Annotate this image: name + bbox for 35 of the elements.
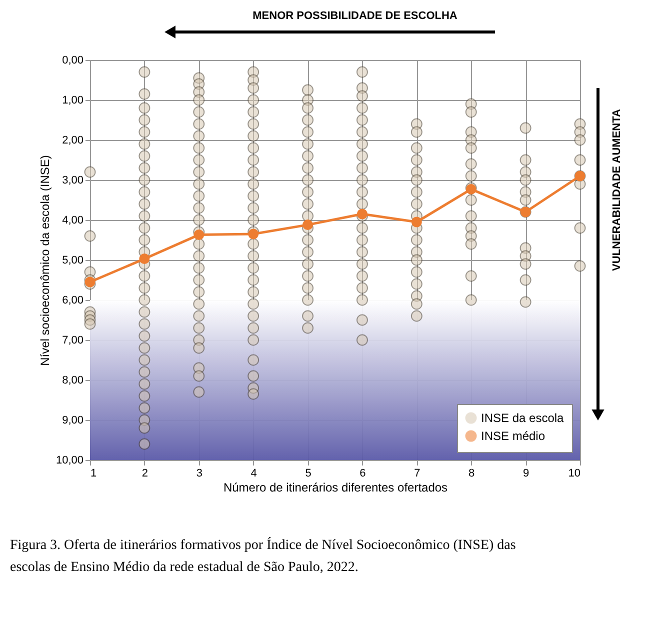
x-tick-label: 5 xyxy=(305,468,312,480)
y-tick-label: 2,00 xyxy=(62,134,84,146)
x-tick-label: 1 xyxy=(90,468,97,480)
point xyxy=(194,230,204,240)
y-tick-label: 1,00 xyxy=(62,94,84,106)
point xyxy=(139,254,150,264)
y-axis-title: Nível socioeconômico da escola (INSE) xyxy=(38,155,52,366)
y-tick-label: 6,00 xyxy=(62,294,84,306)
point xyxy=(356,208,368,220)
point xyxy=(302,220,314,230)
text: VULNERABILIDADE AUMENTA xyxy=(611,108,623,271)
y-tick-label: 8,00 xyxy=(62,374,84,386)
text: MENOR POSSIBILIDADE DE ESCOLHA xyxy=(252,10,458,22)
x-tick-label: 10 xyxy=(568,468,580,480)
x-tick-label: 2 xyxy=(142,468,148,480)
y-tick-label: 5,00 xyxy=(62,254,84,266)
y-tick-label: 9,00 xyxy=(62,414,84,426)
x-axis-title: Número de itinerários diferentes ofertados xyxy=(223,480,448,494)
x-tick-label: 7 xyxy=(414,468,420,480)
x-tick-label: 8 xyxy=(468,468,475,480)
x-tick-label: 6 xyxy=(360,468,366,480)
y-tick-label: 4,00 xyxy=(62,214,84,226)
x-tick-label: 9 xyxy=(522,468,530,480)
y-tick-label: 10,00 xyxy=(56,454,84,466)
y-tick-label: 0,00 xyxy=(62,54,84,66)
text: Figura 3. Oferta de itinerários formativos por Índice de Nível Socioeconômico (INSE) das escolas de Ensino Médio da rede estadual de São Paulo, 2022. xyxy=(10,536,516,575)
x-tick-label: 4 xyxy=(250,468,257,480)
point xyxy=(411,216,422,228)
point xyxy=(248,228,259,240)
y-tick-label: 7,00 xyxy=(62,334,84,346)
point xyxy=(84,276,96,288)
legend-label: INSE da escola xyxy=(481,411,564,425)
x-tick-label: 3 xyxy=(196,468,202,480)
legend-label: INSE médio xyxy=(481,429,546,443)
y-tick-label: 3,00 xyxy=(62,174,84,186)
